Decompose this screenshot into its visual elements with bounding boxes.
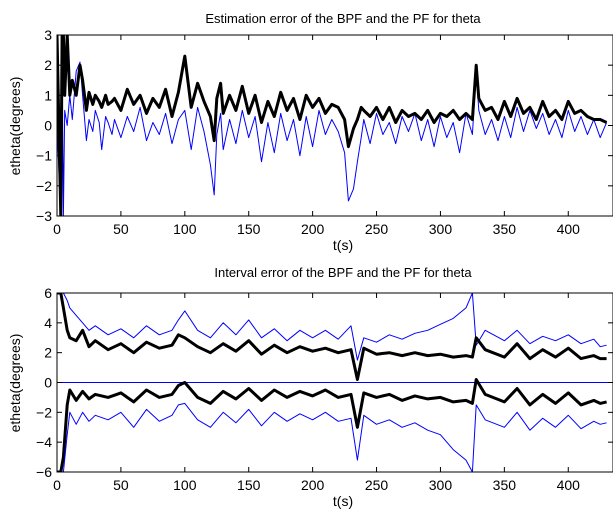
interval-error-y-tick-label: −4 [36, 434, 52, 450]
interval-error-series-3-line [57, 378, 607, 472]
interval-error-y-axis-label: etheta(degrees) [7, 334, 23, 433]
estimation-error-y-tick-label: 0 [44, 118, 52, 134]
interval-error-x-axis-label: t(s) [333, 493, 353, 509]
estimation-error-x-tick-label: 100 [173, 221, 197, 237]
interval-error-y-tick-label: 0 [44, 375, 52, 391]
estimation-error-y-tick-label: 3 [44, 27, 52, 43]
estimation-error-y-tick-label: −1 [36, 148, 52, 164]
interval-error-plot-frame [56, 292, 613, 473]
interval-error-series-1-line [57, 293, 607, 361]
interval-error-y-tick-label: −6 [36, 464, 52, 480]
estimation-error-y-axis-label: etheta(degrees) [7, 77, 23, 176]
interval-error-y-tick-label: 2 [44, 345, 52, 361]
estimation-error-series-1-line [57, 49, 608, 216]
estimation-error-series-2-line [57, 35, 608, 216]
interval-error-y-tick-label: −2 [36, 404, 52, 420]
estimation-error-y-tick-label: 1 [44, 87, 52, 103]
estimation-error-panel: Estimation error of the BPF and the PF f… [7, 11, 613, 253]
interval-error-x-tick-label: 50 [113, 477, 129, 493]
interval-error-y-tick-label: 6 [44, 285, 52, 301]
estimation-error-x-axis-label: t(s) [333, 237, 353, 253]
interval-error-series-4-line [57, 402, 607, 472]
estimation-error-x-tick-label: 300 [429, 221, 453, 237]
estimation-error-x-tick-label: 150 [237, 221, 261, 237]
interval-error-x-tick-label: 400 [557, 477, 581, 493]
interval-error-x-tick-label: 200 [301, 477, 325, 493]
estimation-error-x-tick-label: 50 [113, 221, 129, 237]
estimation-error-y-tick-label: 2 [44, 57, 52, 73]
interval-error-panel: Interval error of the BPF and the PF for… [7, 265, 613, 509]
estimation-error-x-tick-label: 350 [493, 221, 517, 237]
estimation-error-x-tick-label: 0 [53, 221, 61, 237]
interval-error-x-tick-label: 0 [53, 477, 61, 493]
interval-error-x-tick-label: 150 [237, 477, 261, 493]
interval-error-title: Interval error of the BPF and the PF for… [214, 265, 472, 280]
estimation-error-y-tick-label: −2 [36, 178, 52, 194]
interval-error-y-tick-label: 4 [44, 315, 52, 331]
estimation-error-y-tick-label: −3 [36, 208, 52, 224]
estimation-error-title: Estimation error of the BPF and the PF f… [205, 11, 481, 26]
estimation-error-x-tick-label: 250 [365, 221, 389, 237]
interval-error-x-tick-label: 100 [173, 477, 197, 493]
interval-error-x-tick-label: 350 [493, 477, 517, 493]
interval-error-x-tick-label: 250 [365, 477, 389, 493]
estimation-error-x-tick-label: 400 [557, 221, 581, 237]
interval-error-series-2-line [57, 293, 607, 381]
estimation-error-plot-frame [56, 34, 613, 217]
interval-error-x-tick-label: 300 [429, 477, 453, 493]
estimation-error-x-tick-label: 200 [301, 221, 325, 237]
